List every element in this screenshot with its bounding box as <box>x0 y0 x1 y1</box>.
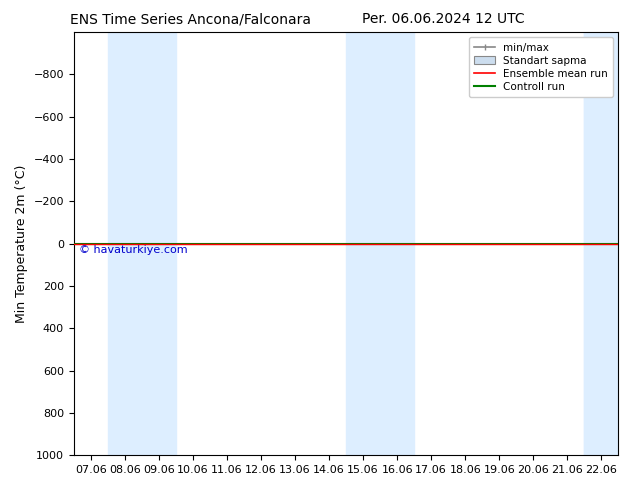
Legend: min/max, Standart sapma, Ensemble mean run, Controll run: min/max, Standart sapma, Ensemble mean r… <box>469 37 613 97</box>
Text: Per. 06.06.2024 12 UTC: Per. 06.06.2024 12 UTC <box>363 12 525 26</box>
Bar <box>346 32 414 455</box>
Bar <box>108 32 176 455</box>
Bar <box>585 32 602 455</box>
Text: © havaturkiye.com: © havaturkiye.com <box>79 245 188 255</box>
Bar <box>585 32 618 455</box>
Text: ENS Time Series Ancona/Falconara: ENS Time Series Ancona/Falconara <box>70 12 311 26</box>
Y-axis label: Min Temperature 2m (°C): Min Temperature 2m (°C) <box>15 165 28 323</box>
